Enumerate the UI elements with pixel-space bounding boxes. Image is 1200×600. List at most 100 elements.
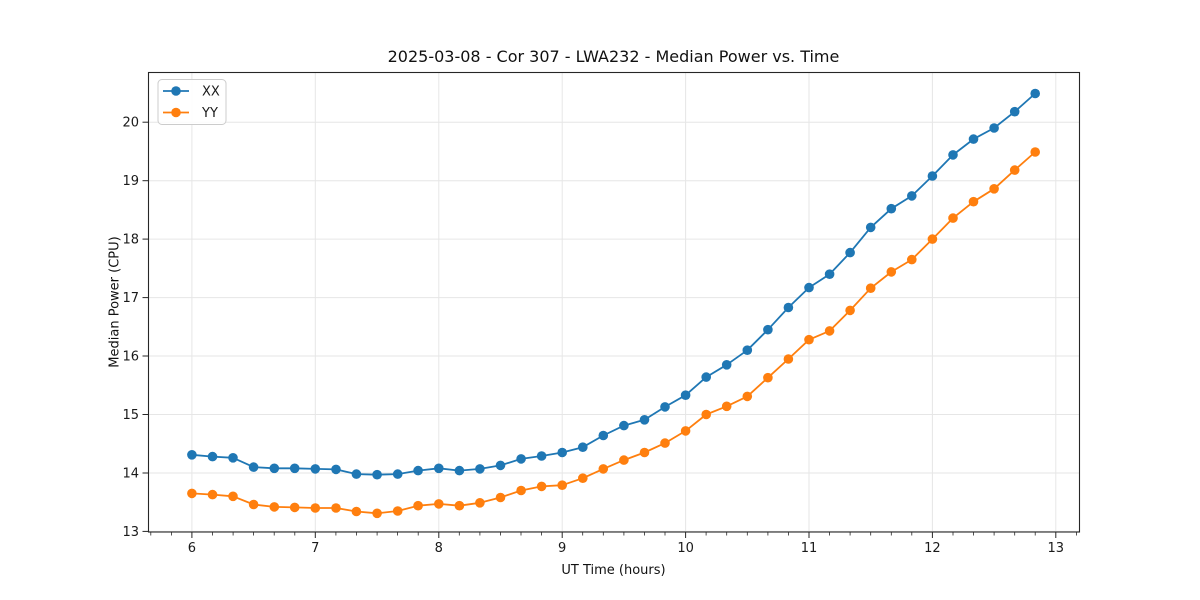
series-xx-marker (639, 415, 650, 425)
y-tick-label: 16 (122, 350, 139, 365)
series-xx-line (191, 92, 1037, 476)
series-yy-marker (721, 401, 732, 412)
x-tick-label: 7 (311, 541, 319, 556)
series-xx-marker (721, 360, 732, 370)
series-yy-marker (804, 334, 814, 345)
series-yy-marker (187, 488, 197, 499)
series-yy-marker (968, 196, 979, 207)
series-xx-marker (557, 447, 567, 458)
series-yy-marker (639, 447, 650, 458)
y-tick-label: 13 (122, 525, 139, 540)
series-yy-marker (742, 391, 753, 402)
series-xx-marker (331, 464, 341, 475)
y-tick-label: 20 (122, 116, 139, 131)
series-yy-marker (927, 234, 938, 244)
series-yy-marker (865, 283, 876, 294)
series-xx-marker (310, 464, 321, 474)
plot-area (147, 71, 1081, 533)
y-tick-label: 15 (122, 408, 139, 423)
series-yy-marker (578, 473, 588, 484)
series-xx-marker (927, 171, 938, 181)
series-xx-marker (1009, 106, 1020, 117)
series-xx-marker (495, 460, 506, 471)
series-yy-marker (475, 498, 485, 508)
series-yy-marker (1030, 147, 1040, 157)
series-yy-marker (351, 506, 362, 517)
series-yy-marker (1009, 165, 1020, 175)
series-yy-marker (289, 502, 300, 513)
series-xx-marker (948, 150, 958, 160)
series-xx-marker (763, 324, 773, 335)
series-yy-marker (248, 499, 259, 510)
y-axis-label: Median Power (CPU) (107, 236, 123, 368)
series-yy-marker (619, 455, 629, 465)
series-yy-marker (989, 184, 999, 194)
series-yy (187, 147, 1040, 519)
legend-label: YY (201, 106, 218, 121)
series-xx-marker (516, 454, 526, 464)
grid (148, 72, 1080, 532)
series-yy-marker (557, 480, 567, 491)
series-xx-marker (248, 462, 259, 472)
series-yy-line (191, 151, 1037, 515)
series-yy-marker (680, 426, 691, 436)
legend: XX YY (157, 79, 227, 125)
series-xx-marker (989, 123, 999, 133)
legend-label: XX (202, 85, 220, 100)
x-tick-label: 12 (924, 541, 941, 556)
series-xx-marker (804, 282, 814, 293)
series-yy-marker (454, 500, 465, 511)
series-xx-marker (660, 402, 670, 412)
series-xx-marker (392, 469, 403, 479)
series-yy-marker (310, 503, 321, 513)
series-xx-marker (680, 390, 691, 401)
x-tick-label: 10 (677, 541, 694, 556)
series-yy-marker (413, 500, 423, 511)
series-xx-marker (824, 269, 835, 280)
series-xx-marker (742, 345, 753, 356)
series-yy-marker (948, 213, 958, 223)
series-xx-marker (351, 469, 362, 479)
series-xx-marker (372, 469, 382, 480)
x-tick-label: 6 (188, 541, 196, 556)
y-tick-label: 18 (122, 233, 139, 248)
series-yy-marker (372, 508, 382, 519)
series-yy-marker (845, 305, 855, 316)
series-xx-marker (865, 222, 876, 233)
series-xx-marker (475, 464, 485, 474)
axis-ticks: 6 7 8 9 10 11 12 13 13 14 15 16 17 18 19 20 (122, 116, 1077, 556)
series-xx-marker (783, 302, 794, 313)
series-xx-marker (454, 465, 465, 476)
series-xx-marker (187, 450, 197, 460)
series-xx-marker (968, 134, 979, 144)
series-xx-marker (434, 463, 444, 474)
series-xx-marker (886, 203, 897, 214)
series-yy-marker (392, 506, 403, 516)
series-yy-marker (660, 438, 670, 448)
series-xx-marker (536, 451, 547, 461)
x-axis-label: UT Time (hours) (561, 563, 666, 578)
x-tick-label: 8 (435, 541, 443, 556)
series-yy-marker (269, 502, 280, 512)
series-yy-marker (907, 254, 917, 265)
series-yy-marker (824, 326, 835, 336)
y-tick-label: 19 (122, 174, 139, 189)
y-tick-label: 14 (122, 467, 139, 482)
series-yy-marker (536, 481, 547, 492)
x-tick-label: 11 (801, 541, 818, 556)
series-yy-marker (886, 267, 897, 277)
series-yy-marker (763, 372, 773, 383)
series-xx-marker (907, 191, 917, 201)
legend-sample-marker (171, 107, 181, 118)
series-xx-marker (228, 453, 238, 463)
series-xx (187, 88, 1040, 480)
y-tick-label: 17 (122, 291, 139, 306)
chart-title: 2025-03-08 - Cor 307 - LWA232 - Median P… (387, 47, 840, 66)
series-xx-marker (578, 442, 588, 453)
series-yy-marker (207, 489, 218, 500)
x-tick-label: 13 (1048, 541, 1065, 556)
series-yy-marker (516, 485, 526, 496)
series-yy-marker (434, 499, 444, 509)
